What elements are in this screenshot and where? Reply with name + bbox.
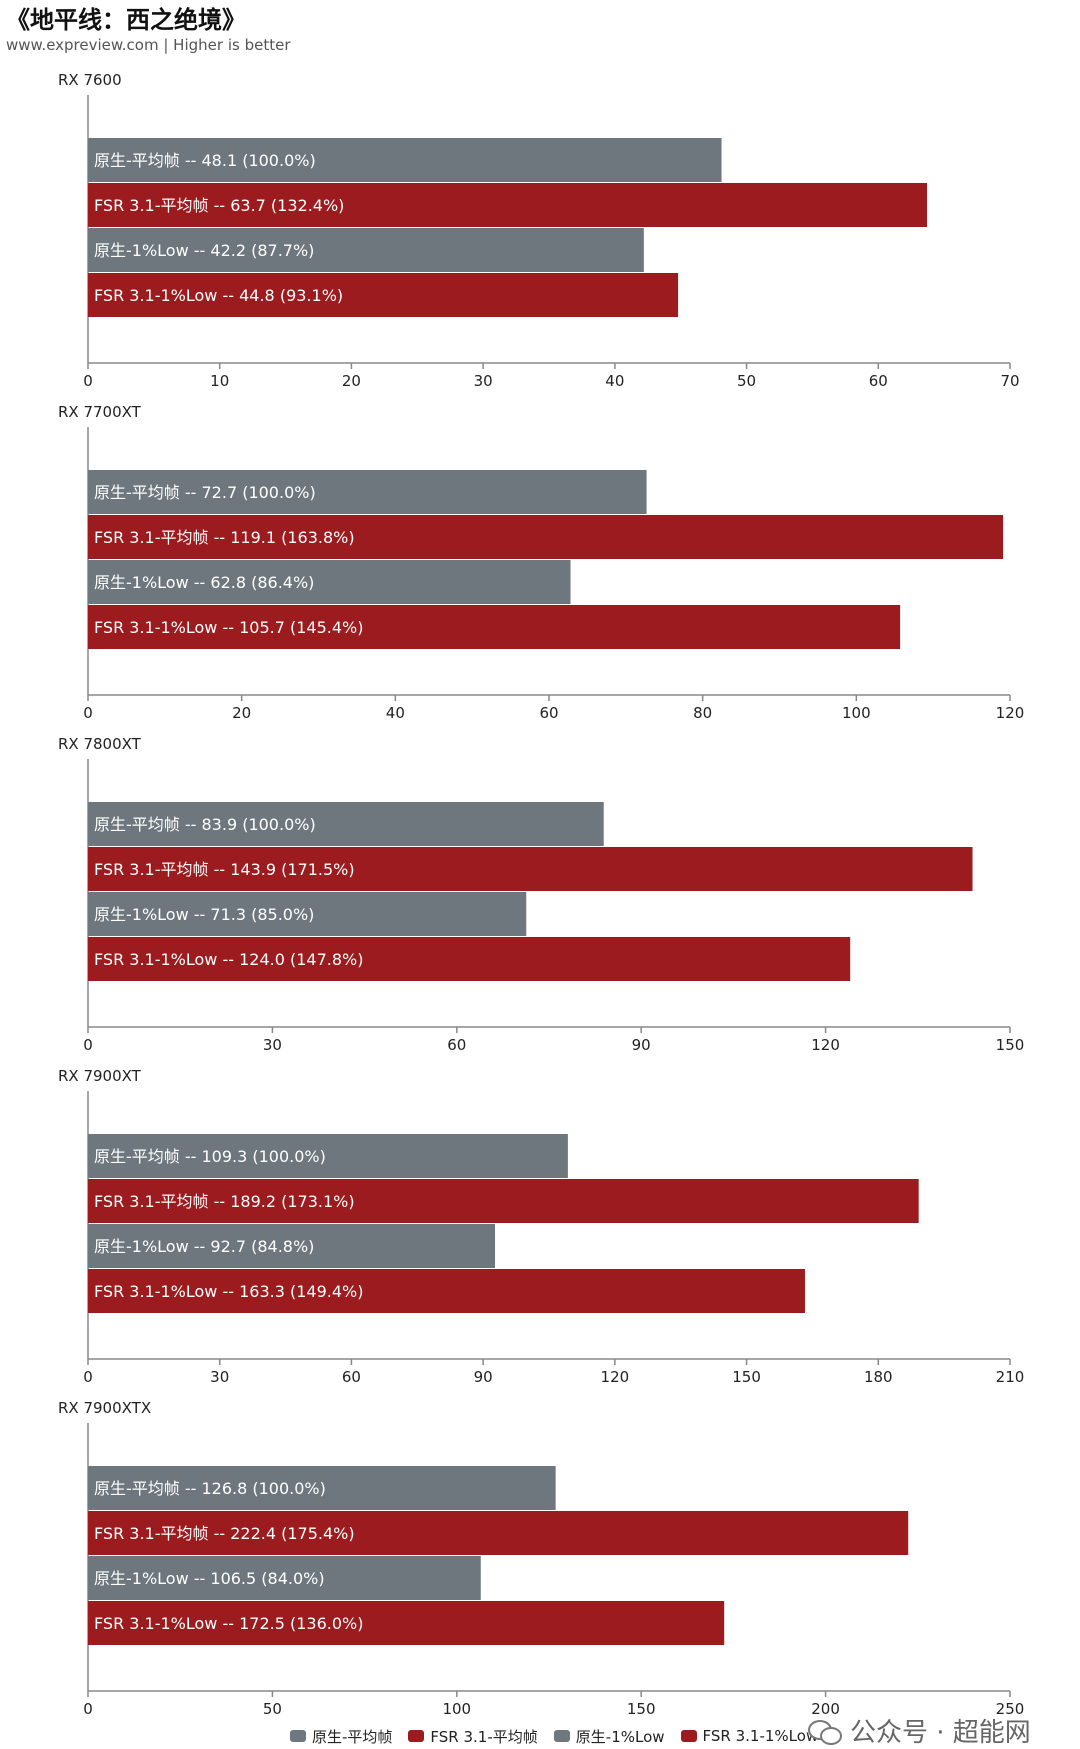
bar (88, 1511, 909, 1555)
legend-label: FSR 3.1-平均帧 (430, 1727, 538, 1746)
bar-label: 原生-1%Low -- 62.8 (86.4%) (94, 573, 314, 592)
bar (88, 937, 851, 981)
bar (88, 515, 1004, 559)
bar-label: FSR 3.1-平均帧 -- 119.1 (163.8%) (94, 528, 355, 547)
legend-label: 原生-平均帧 (312, 1727, 393, 1746)
chart-subtitle: www.expreview.com | Higher is better (6, 36, 291, 54)
x-tick-label: 50 (737, 372, 756, 390)
bar (88, 1179, 919, 1223)
bar-label: FSR 3.1-1%Low -- 44.8 (93.1%) (94, 286, 343, 305)
legend-item: 原生-1%Low (553, 1726, 665, 1747)
bar-label: FSR 3.1-1%Low -- 105.7 (145.4%) (94, 618, 364, 637)
x-tick-label: 30 (263, 1036, 282, 1054)
panel-title: RX 7800XT (58, 735, 142, 753)
watermark: 公众号 · 超能网 (808, 1712, 1031, 1749)
bar (88, 802, 604, 846)
x-tick-label: 70 (1000, 372, 1019, 390)
x-tick-label: 90 (632, 1036, 651, 1054)
x-tick-label: 0 (83, 1700, 93, 1718)
panel-title: RX 7600 (58, 71, 122, 89)
legend-label: FSR 3.1-1%Low (702, 1727, 819, 1745)
bar-label: 原生-1%Low -- 71.3 (85.0%) (94, 905, 314, 924)
x-tick-label: 60 (539, 704, 558, 722)
bar-label: 原生-1%Low -- 106.5 (84.0%) (94, 1569, 325, 1588)
x-tick-label: 90 (474, 1368, 493, 1386)
x-tick-label: 0 (83, 372, 93, 390)
bar (88, 1601, 725, 1645)
x-tick-label: 30 (210, 1368, 229, 1386)
bar-label: 原生-平均帧 -- 126.8 (100.0%) (94, 1479, 326, 1498)
bar (88, 1134, 568, 1178)
x-tick-label: 250 (996, 1700, 1025, 1718)
watermark-text: 公众号 · 超能网 (850, 1718, 1031, 1748)
bar-label: FSR 3.1-1%Low -- 124.0 (147.8%) (94, 950, 364, 969)
x-tick-label: 60 (447, 1036, 466, 1054)
panel-title: RX 7700XT (58, 403, 142, 421)
x-tick-label: 150 (996, 1036, 1025, 1054)
bar-label: FSR 3.1-平均帧 -- 143.9 (171.5%) (94, 860, 355, 879)
bar (88, 1556, 481, 1600)
bar (88, 605, 901, 649)
bar (88, 1224, 495, 1268)
legend-item: FSR 3.1-平均帧 (408, 1726, 538, 1747)
x-tick-label: 100 (442, 1700, 471, 1718)
chart-title: 《地平线：西之绝境》 (6, 6, 246, 34)
x-tick-label: 30 (474, 372, 493, 390)
x-tick-label: 150 (732, 1368, 761, 1386)
legend-swatch (553, 1730, 570, 1742)
x-tick-label: 200 (811, 1700, 840, 1718)
x-tick-label: 100 (842, 704, 871, 722)
bar (88, 138, 722, 182)
legend-swatch (680, 1730, 697, 1742)
x-tick-label: 0 (83, 1036, 93, 1054)
legend-item: 原生-平均帧 (290, 1726, 392, 1747)
x-tick-label: 50 (263, 1700, 282, 1718)
x-tick-label: 120 (601, 1368, 630, 1386)
bar-label: 原生-1%Low -- 92.7 (84.8%) (94, 1237, 314, 1256)
x-tick-label: 20 (232, 704, 251, 722)
bar (88, 892, 527, 936)
x-tick-label: 0 (83, 704, 93, 722)
bar (88, 470, 647, 514)
bar-label: 原生-1%Low -- 42.2 (87.7%) (94, 241, 314, 260)
x-tick-label: 150 (627, 1700, 656, 1718)
bar (88, 1269, 805, 1313)
legend-item: FSR 3.1-1%Low (680, 1727, 819, 1745)
bar-label: FSR 3.1-平均帧 -- 222.4 (175.4%) (94, 1524, 355, 1543)
bar-label: FSR 3.1-1%Low -- 163.3 (149.4%) (94, 1282, 364, 1301)
bar-label: FSR 3.1-1%Low -- 172.5 (136.0%) (94, 1614, 364, 1633)
legend-swatch (408, 1730, 425, 1742)
x-tick-label: 80 (693, 704, 712, 722)
x-tick-label: 0 (83, 1368, 93, 1386)
bar (88, 847, 973, 891)
panel-title: RX 7900XTX (58, 1399, 151, 1417)
legend-label: 原生-1%Low (575, 1727, 665, 1746)
legend-swatch (290, 1730, 306, 1742)
legend: 原生-平均帧 FSR 3.1-平均帧 原生-1%Low FSR 3.1-1%Low (290, 1726, 818, 1746)
panel-title: RX 7900XT (58, 1067, 142, 1085)
bar-label: 原生-平均帧 -- 72.7 (100.0%) (94, 483, 316, 502)
x-tick-label: 120 (996, 704, 1025, 722)
x-tick-label: 60 (869, 372, 888, 390)
bar (88, 1466, 556, 1510)
x-tick-label: 180 (864, 1368, 893, 1386)
wechat-icon (808, 1718, 842, 1745)
bar-label: 原生-平均帧 -- 109.3 (100.0%) (94, 1147, 326, 1166)
bar-label: FSR 3.1-平均帧 -- 63.7 (132.4%) (94, 196, 344, 215)
x-tick-label: 210 (996, 1368, 1025, 1386)
bar-label: FSR 3.1-平均帧 -- 189.2 (173.1%) (94, 1192, 355, 1211)
bar (88, 183, 928, 227)
bar (88, 560, 571, 604)
x-tick-label: 40 (605, 372, 624, 390)
x-tick-label: 120 (811, 1036, 840, 1054)
x-tick-label: 60 (342, 1368, 361, 1386)
bar (88, 273, 679, 317)
bar-label: 原生-平均帧 -- 48.1 (100.0%) (94, 151, 316, 170)
x-tick-label: 10 (210, 372, 229, 390)
x-tick-label: 20 (342, 372, 361, 390)
bar-label: 原生-平均帧 -- 83.9 (100.0%) (94, 815, 316, 834)
x-tick-label: 40 (386, 704, 405, 722)
bar (88, 228, 644, 272)
